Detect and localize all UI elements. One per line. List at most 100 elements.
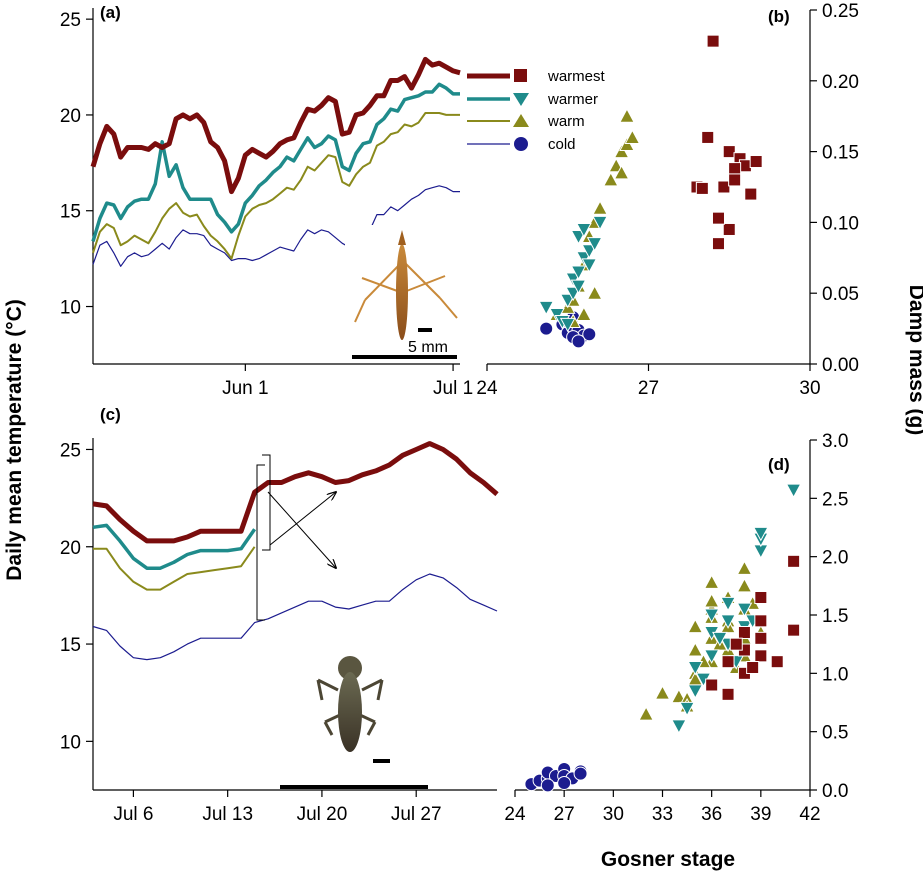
y-axis-title-mass: Damp mass (g) (905, 285, 923, 436)
y-tick-label: 1.5 (822, 606, 848, 627)
y-tick-label: 0.00 (822, 355, 859, 376)
legend-label-warm: warm (547, 113, 585, 130)
data-point-warmer (581, 258, 598, 273)
data-point-warmest (728, 162, 742, 176)
data-point-warmest (711, 237, 725, 251)
data-point-warmer (576, 222, 592, 238)
data-point-warm (671, 688, 687, 704)
data-point-warmest (749, 155, 763, 169)
data-point-warmest (722, 222, 736, 236)
y-tick-label: 10 (60, 732, 81, 753)
scale-bar-small-c (373, 759, 390, 763)
y-tick-label: 0.20 (822, 72, 859, 93)
y-tick-label: 0.0 (822, 781, 848, 802)
data-point-warmest (754, 649, 768, 663)
data-point-warm (624, 129, 641, 144)
series-line-warmest (90, 56, 461, 195)
series-line-cold (92, 185, 460, 267)
data-point-warm (613, 143, 630, 159)
data-point-warmest (705, 678, 719, 692)
x-tick-label: 24 (476, 378, 498, 399)
x-tick-label: 36 (701, 804, 722, 825)
data-point-warmer (538, 300, 555, 316)
data-point-warm (687, 618, 704, 634)
x-tick-label: Jul 1 (433, 378, 473, 399)
y-tick-label: 2.5 (822, 489, 848, 510)
y-tick-label: 0.5 (822, 723, 848, 744)
arrow-to-cold (267, 491, 336, 568)
data-point-warmest (721, 687, 735, 701)
data-point-warmest (746, 661, 760, 674)
scale-bar-large-c (280, 785, 428, 789)
y-tick-label: 1.0 (822, 664, 848, 685)
panel-b-mass-scatter-chart: 0.00 0.05 0.10 0.15 0.20 0.25 24 27 30 (476, 1, 859, 399)
y-tick-label: 15 (60, 202, 81, 223)
data-point-warm (619, 136, 635, 152)
x-axis-title-gosner: Gosner stage (601, 848, 735, 871)
data-point-warmest (729, 637, 743, 651)
data-point-warmest (770, 655, 784, 669)
data-point-warmest (754, 631, 768, 645)
y-tick-label: 2.0 (822, 548, 848, 569)
x-tick-label: 39 (750, 804, 771, 825)
froglet-photo-icon (316, 656, 384, 752)
y-tick-label: 25 (60, 440, 81, 461)
data-point-warmer (570, 265, 587, 281)
series-line-warmest (92, 441, 499, 544)
series-line-warmer (92, 523, 257, 570)
legend: warmest warmer warm cold (467, 68, 606, 153)
panel-label-b: (b) (768, 7, 790, 26)
warm-range-bracket-upper (262, 454, 271, 551)
panel-label-c: (c) (100, 405, 121, 424)
x-tick-label: Jun 1 (222, 378, 268, 399)
data-point-warmest (722, 145, 736, 159)
data-point-warm (638, 706, 654, 721)
data-point-cold (571, 334, 586, 349)
y-tick-label: 3.0 (822, 431, 848, 452)
data-point-warmer (752, 526, 769, 542)
data-point-warm (613, 164, 630, 180)
data-point-warmest (711, 211, 725, 225)
y-tick-label: 15 (60, 635, 81, 656)
data-point-warmer (549, 307, 565, 323)
data-point-warm (586, 285, 603, 300)
series-line-cold (92, 573, 498, 661)
data-point-warm (602, 171, 619, 187)
x-tick-label: 24 (504, 804, 526, 825)
panel-a-temperature-line-chart: 10 15 20 25 Jun 1 Jul 1 (60, 8, 473, 399)
x-tick-label: 33 (652, 804, 673, 825)
y-tick-label: 25 (60, 10, 81, 31)
legend-label-warmer: warmer (547, 91, 598, 108)
data-point-cold (557, 776, 572, 790)
legend-marker-warmest (514, 69, 527, 82)
data-point-warmer (785, 483, 802, 499)
arrow-to-warmest (269, 492, 336, 546)
data-point-warmer (559, 317, 576, 333)
y-tick-label: 0.10 (822, 213, 859, 234)
data-point-cold (582, 327, 597, 342)
data-point-warm (654, 685, 671, 700)
data-point-warm (703, 592, 720, 608)
data-point-warmer (712, 631, 728, 647)
data-point-warmest (706, 34, 720, 48)
data-point-warmer (687, 684, 704, 699)
data-point-warmest (717, 180, 731, 194)
x-tick-label: 42 (799, 804, 820, 825)
x-tick-label: Jul 13 (202, 804, 253, 825)
tadpole-photo-icon (345, 225, 460, 340)
x-tick-label: 27 (554, 804, 575, 825)
data-point-warm (619, 108, 635, 123)
scale-bar-large-a (352, 355, 457, 359)
data-point-warm (736, 577, 753, 593)
data-point-warmest (721, 655, 735, 669)
legend-label-warmest: warmest (547, 68, 606, 85)
x-tick-label: Jul 6 (113, 804, 153, 825)
data-point-warm (703, 574, 720, 589)
data-point-warmer (736, 602, 753, 618)
y-tick-label: 0.25 (822, 1, 859, 22)
scale-bar-label: 5 mm (408, 339, 448, 356)
data-point-warmer (720, 596, 736, 612)
data-point-warmest (695, 181, 709, 195)
data-point-warmer (703, 608, 720, 624)
panel-label-d: (d) (768, 455, 790, 474)
